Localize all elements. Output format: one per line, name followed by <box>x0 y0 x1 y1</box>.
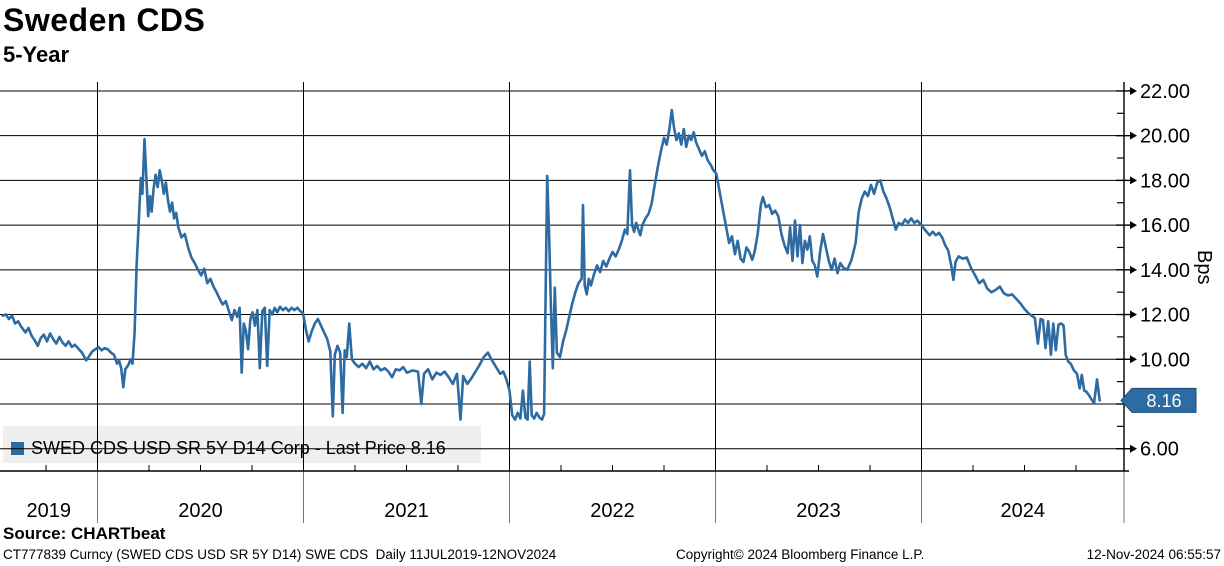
legend-series-marker-icon <box>11 441 24 455</box>
last-price-label: 8.16 <box>1146 391 1181 411</box>
y-axis-tick-label: 10.00 <box>1140 349 1190 371</box>
page-subtitle: 5-Year <box>3 42 70 67</box>
x-axis-year-label: 2024 <box>1001 500 1046 522</box>
y-axis-tick-label: 14.00 <box>1140 260 1190 282</box>
x-axis-year-label: 2020 <box>178 500 223 522</box>
y-tick-arrow-icon <box>1130 355 1137 364</box>
source-text: Source: CHARTbeat <box>3 524 166 543</box>
y-tick-arrow-icon <box>1130 444 1137 453</box>
y-tick-arrow-icon <box>1130 399 1137 408</box>
x-axis-year-label: 2021 <box>384 500 429 522</box>
y-axis-tick-label: 6.00 <box>1140 439 1179 461</box>
legend-series-label: SWED CDS USD SR 5Y D14 Corp - Last Price… <box>31 437 446 458</box>
y-tick-arrow-icon <box>1130 221 1137 230</box>
y-tick-arrow-icon <box>1130 176 1137 185</box>
x-axis-year-label: 2022 <box>590 500 635 522</box>
page-title: Sweden CDS <box>3 2 206 38</box>
y-tick-arrow-icon <box>1130 86 1137 95</box>
y-tick-arrow-icon <box>1130 310 1137 319</box>
y-axis-tick-label: 20.00 <box>1140 126 1190 148</box>
y-tick-arrow-icon <box>1130 131 1137 140</box>
x-axis-year-label: 2023 <box>796 500 841 522</box>
y-axis-tick-label: 18.00 <box>1140 170 1190 192</box>
legend: SWED CDS USD SR 5Y D14 Corp - Last Price… <box>3 426 481 463</box>
security-meta-text: CT777839 Curncy (SWED CDS USD SR 5Y D14)… <box>3 547 557 562</box>
timestamp-text: 12-Nov-2024 06:55:57 <box>1086 547 1221 562</box>
y-axis-tick-label: 12.00 <box>1140 305 1190 327</box>
y-tick-arrow-icon <box>1130 265 1137 274</box>
y-axis-title: Bps <box>1193 250 1215 285</box>
x-axis-year-label: 2019 <box>27 500 72 522</box>
last-price-badge <box>1120 387 1197 413</box>
cds-price-line <box>1 108 1101 421</box>
copyright-text: Copyright© 2024 Bloomberg Finance L.P. <box>676 547 925 562</box>
y-axis-tick-label: 22.00 <box>1140 81 1190 103</box>
y-axis-tick-label: 16.00 <box>1140 215 1190 237</box>
